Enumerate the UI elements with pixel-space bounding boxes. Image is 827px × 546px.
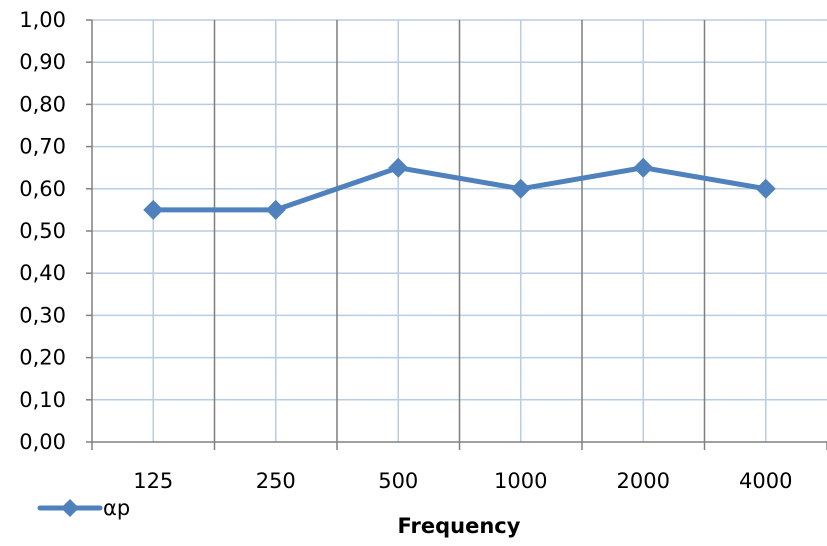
data-point-marker	[755, 178, 776, 199]
y-tick-label: 0,10	[19, 388, 66, 412]
y-tick-label: 0,60	[19, 177, 66, 201]
y-tick-label: 1,00	[19, 8, 66, 32]
x-tick-label: 250	[256, 469, 296, 493]
x-tick-label: 4000	[739, 469, 792, 493]
data-point-marker	[633, 157, 654, 178]
x-tick-label: 2000	[617, 469, 670, 493]
legend-marker-diamond	[61, 499, 79, 517]
x-axis-tick-labels: 125 250 500 1000 2000 4000	[133, 469, 792, 493]
x-tick-label: 500	[378, 469, 418, 493]
y-tick-label: 0,90	[19, 50, 66, 74]
legend-label: αp	[103, 496, 130, 520]
axes	[86, 19, 827, 450]
data-point-marker	[388, 157, 409, 178]
y-tick-label: 0,40	[19, 261, 66, 285]
grid	[92, 19, 827, 442]
y-tick-label: 0,20	[19, 346, 66, 370]
y-tick-label: 0,50	[19, 219, 66, 243]
y-tick-label: 0,30	[19, 303, 66, 327]
y-axis-tick-labels: 0,00 0,10 0,20 0,30 0,40 0,50 0,60 0,70 0,80 0,90…	[19, 8, 66, 454]
data-point-marker	[143, 199, 164, 220]
series-line	[150, 165, 769, 213]
y-tick-label: 0,80	[19, 92, 66, 116]
data-point-marker	[265, 199, 286, 220]
x-tick-label: 1000	[494, 469, 547, 493]
x-axis-title: Frequency	[398, 514, 521, 538]
series-group	[143, 157, 776, 220]
data-point-marker	[510, 178, 531, 199]
y-tick-label: 0,70	[19, 135, 66, 159]
x-tick-label: 125	[133, 469, 173, 493]
y-tick-label: 0,00	[19, 430, 66, 454]
legend: αp	[37, 496, 130, 520]
